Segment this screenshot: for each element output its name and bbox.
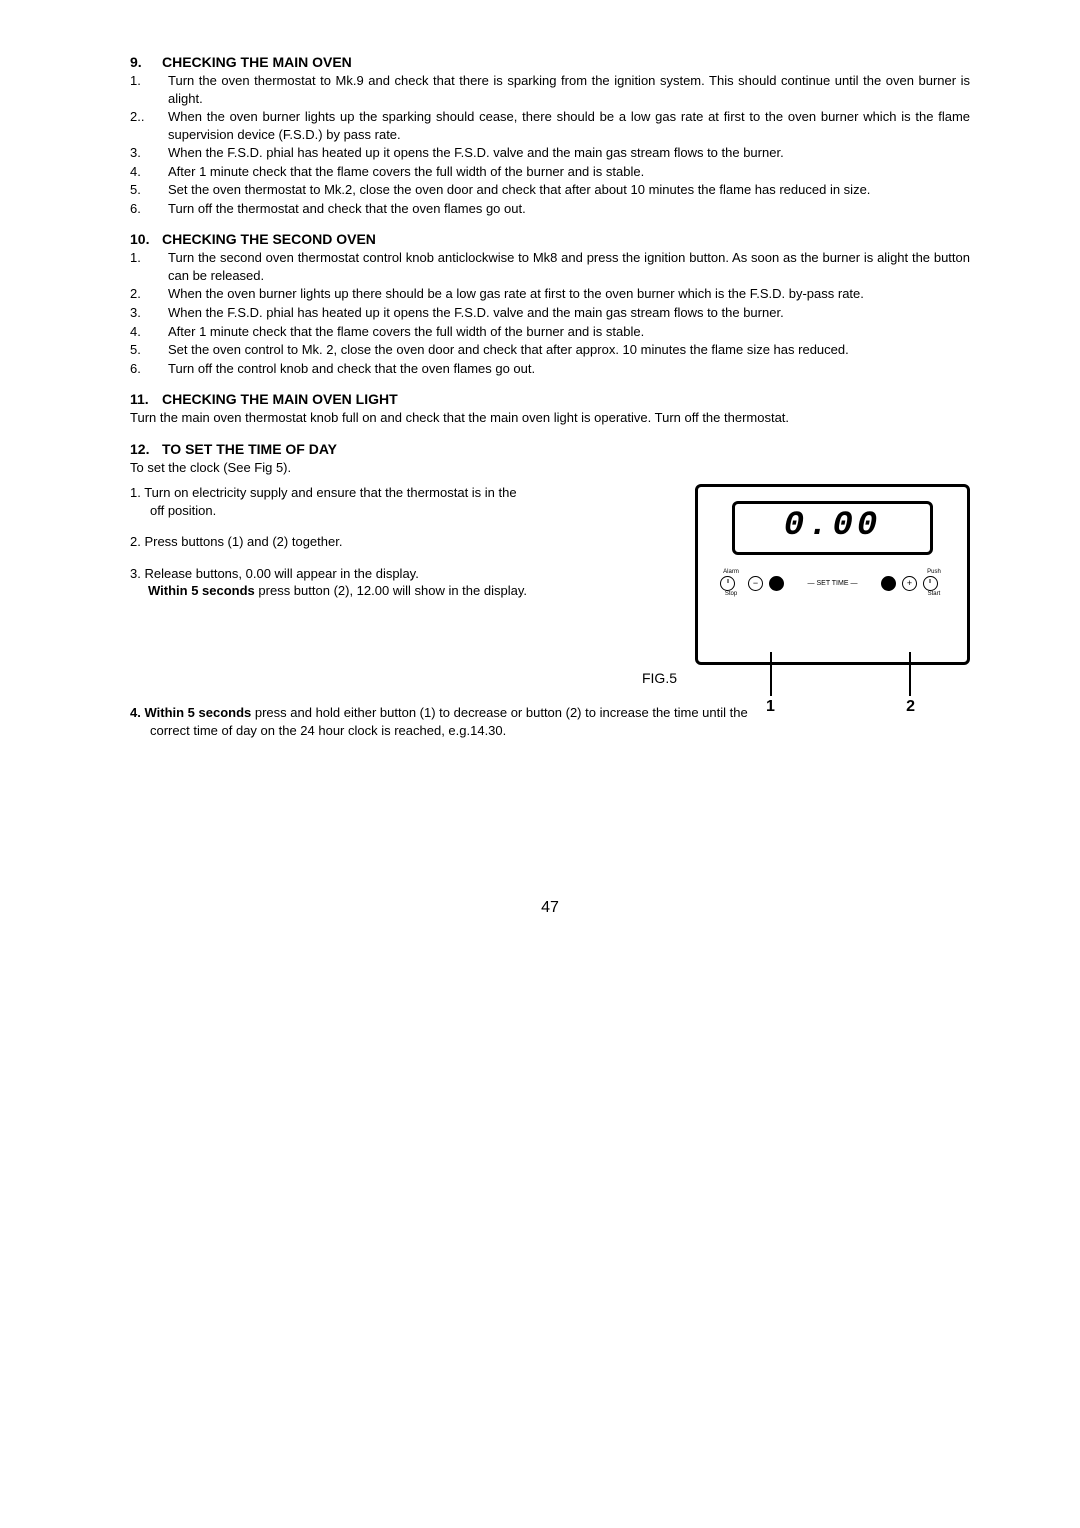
intro-12: To set the clock (See Fig 5). (130, 459, 970, 477)
step-4: 4. Within 5 seconds press and hold eithe… (130, 704, 970, 739)
list-9: 1.Turn the oven thermostat to Mk.9 and c… (130, 72, 970, 217)
heading-11: 11.CHECKING THE MAIN OVEN LIGHT (130, 391, 970, 407)
page-number: 47 (130, 899, 970, 917)
clock-panel: 0.00 Alarm Stop − — SET TIME — (695, 484, 970, 665)
list-item: 5.Set the oven control to Mk. 2, close t… (130, 341, 970, 359)
pointer-2 (909, 652, 911, 696)
list-item: 1.Turn the second oven thermostat contro… (130, 249, 970, 284)
step-1: 1. Turn on electricity supply and ensure… (130, 484, 685, 519)
right-controls: + Push Start (881, 569, 945, 597)
push-start-label: Push Start (923, 569, 945, 597)
heading-9-num: 9. (130, 54, 162, 70)
marker-2: 2 (906, 698, 915, 716)
para-11: Turn the main oven thermostat knob full … (130, 409, 970, 427)
heading-9: 9.CHECKING THE MAIN OVEN (130, 54, 970, 70)
heading-12: 12.TO SET THE TIME OF DAY (130, 441, 970, 457)
button-2 (881, 576, 896, 591)
list-item: 4. After 1 minute check that the flame c… (130, 323, 970, 341)
list-item: 5.Set the oven thermostat to Mk.2, close… (130, 181, 970, 199)
step-2: 2. Press buttons (1) and (2) together. (130, 533, 685, 551)
fig-label: FIG.5 (130, 670, 685, 686)
pointer-1 (770, 652, 772, 696)
steps-left: 1. Turn on electricity supply and ensure… (130, 484, 695, 686)
left-controls: Alarm Stop − (720, 569, 784, 597)
heading-11-text: CHECKING THE MAIN OVEN LIGHT (162, 391, 398, 407)
list-item: 2.When the oven burner lights up there s… (130, 285, 970, 303)
list-item: 6.Turn off the control knob and check th… (130, 360, 970, 378)
list-item: 2..When the oven burner lights up the sp… (130, 108, 970, 143)
clock-display: 0.00 (732, 501, 933, 555)
list-10: 1.Turn the second oven thermostat contro… (130, 249, 970, 377)
step-3: 3. Release buttons, 0.00 will appear in … (130, 565, 685, 600)
heading-10-num: 10. (130, 231, 162, 247)
list-item: 6.Turn off the thermostat and check that… (130, 200, 970, 218)
row-12: 1. Turn on electricity supply and ensure… (130, 484, 970, 686)
heading-10-text: CHECKING THE SECOND OVEN (162, 231, 376, 247)
list-item: 4.After 1 minute check that the flame co… (130, 163, 970, 181)
list-item: 3.When the F.S.D. phial has heated up it… (130, 304, 970, 322)
button-1 (769, 576, 784, 591)
heading-9-text: CHECKING THE MAIN OVEN (162, 54, 352, 70)
alarm-stop-label: Alarm Stop (720, 569, 742, 597)
list-item: 1.Turn the oven thermostat to Mk.9 and c… (130, 72, 970, 107)
heading-12-num: 12. (130, 441, 162, 457)
clock-figure: 0.00 Alarm Stop − — SET TIME — (695, 484, 970, 665)
heading-12-text: TO SET THE TIME OF DAY (162, 441, 337, 457)
heading-11-num: 11. (130, 391, 162, 407)
list-item: 3.When the F.S.D. phial has heated up it… (130, 144, 970, 162)
heading-10: 10.CHECKING THE SECOND OVEN (130, 231, 970, 247)
clock-controls: Alarm Stop − — SET TIME — + Push (720, 569, 945, 597)
clock-icon (720, 576, 735, 591)
set-time-label: — SET TIME — (808, 580, 858, 587)
page-content: 9.CHECKING THE MAIN OVEN 1.Turn the oven… (0, 0, 1080, 957)
marker-1: 1 (766, 698, 775, 716)
minus-icon: − (748, 576, 763, 591)
plus-icon: + (902, 576, 917, 591)
clock-icon (923, 576, 938, 591)
